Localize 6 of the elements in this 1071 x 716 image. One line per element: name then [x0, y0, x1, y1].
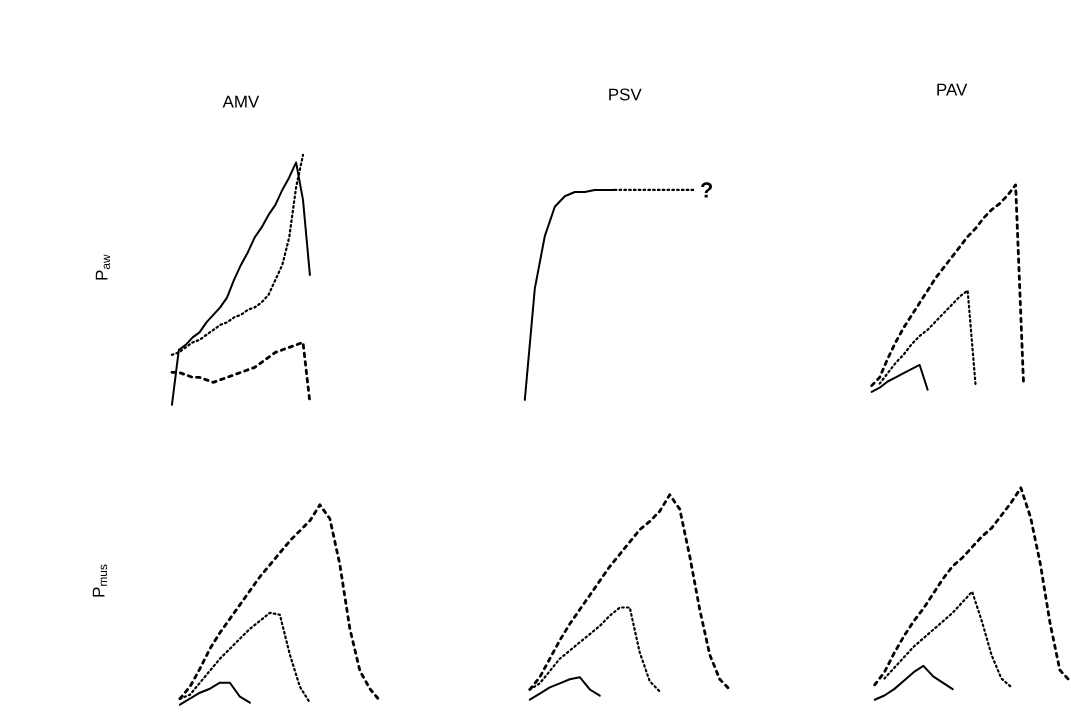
y-axis-title: P$_{aw}$ — [95, 254, 111, 280]
chart-title: AMV — [222, 95, 260, 108]
y-axis-title: P$_{mus}$ — [92, 564, 108, 597]
chart-title: PSV — [609, 88, 642, 101]
chart-title: PAV — [937, 83, 968, 96]
annotation: ? — [700, 182, 713, 198]
